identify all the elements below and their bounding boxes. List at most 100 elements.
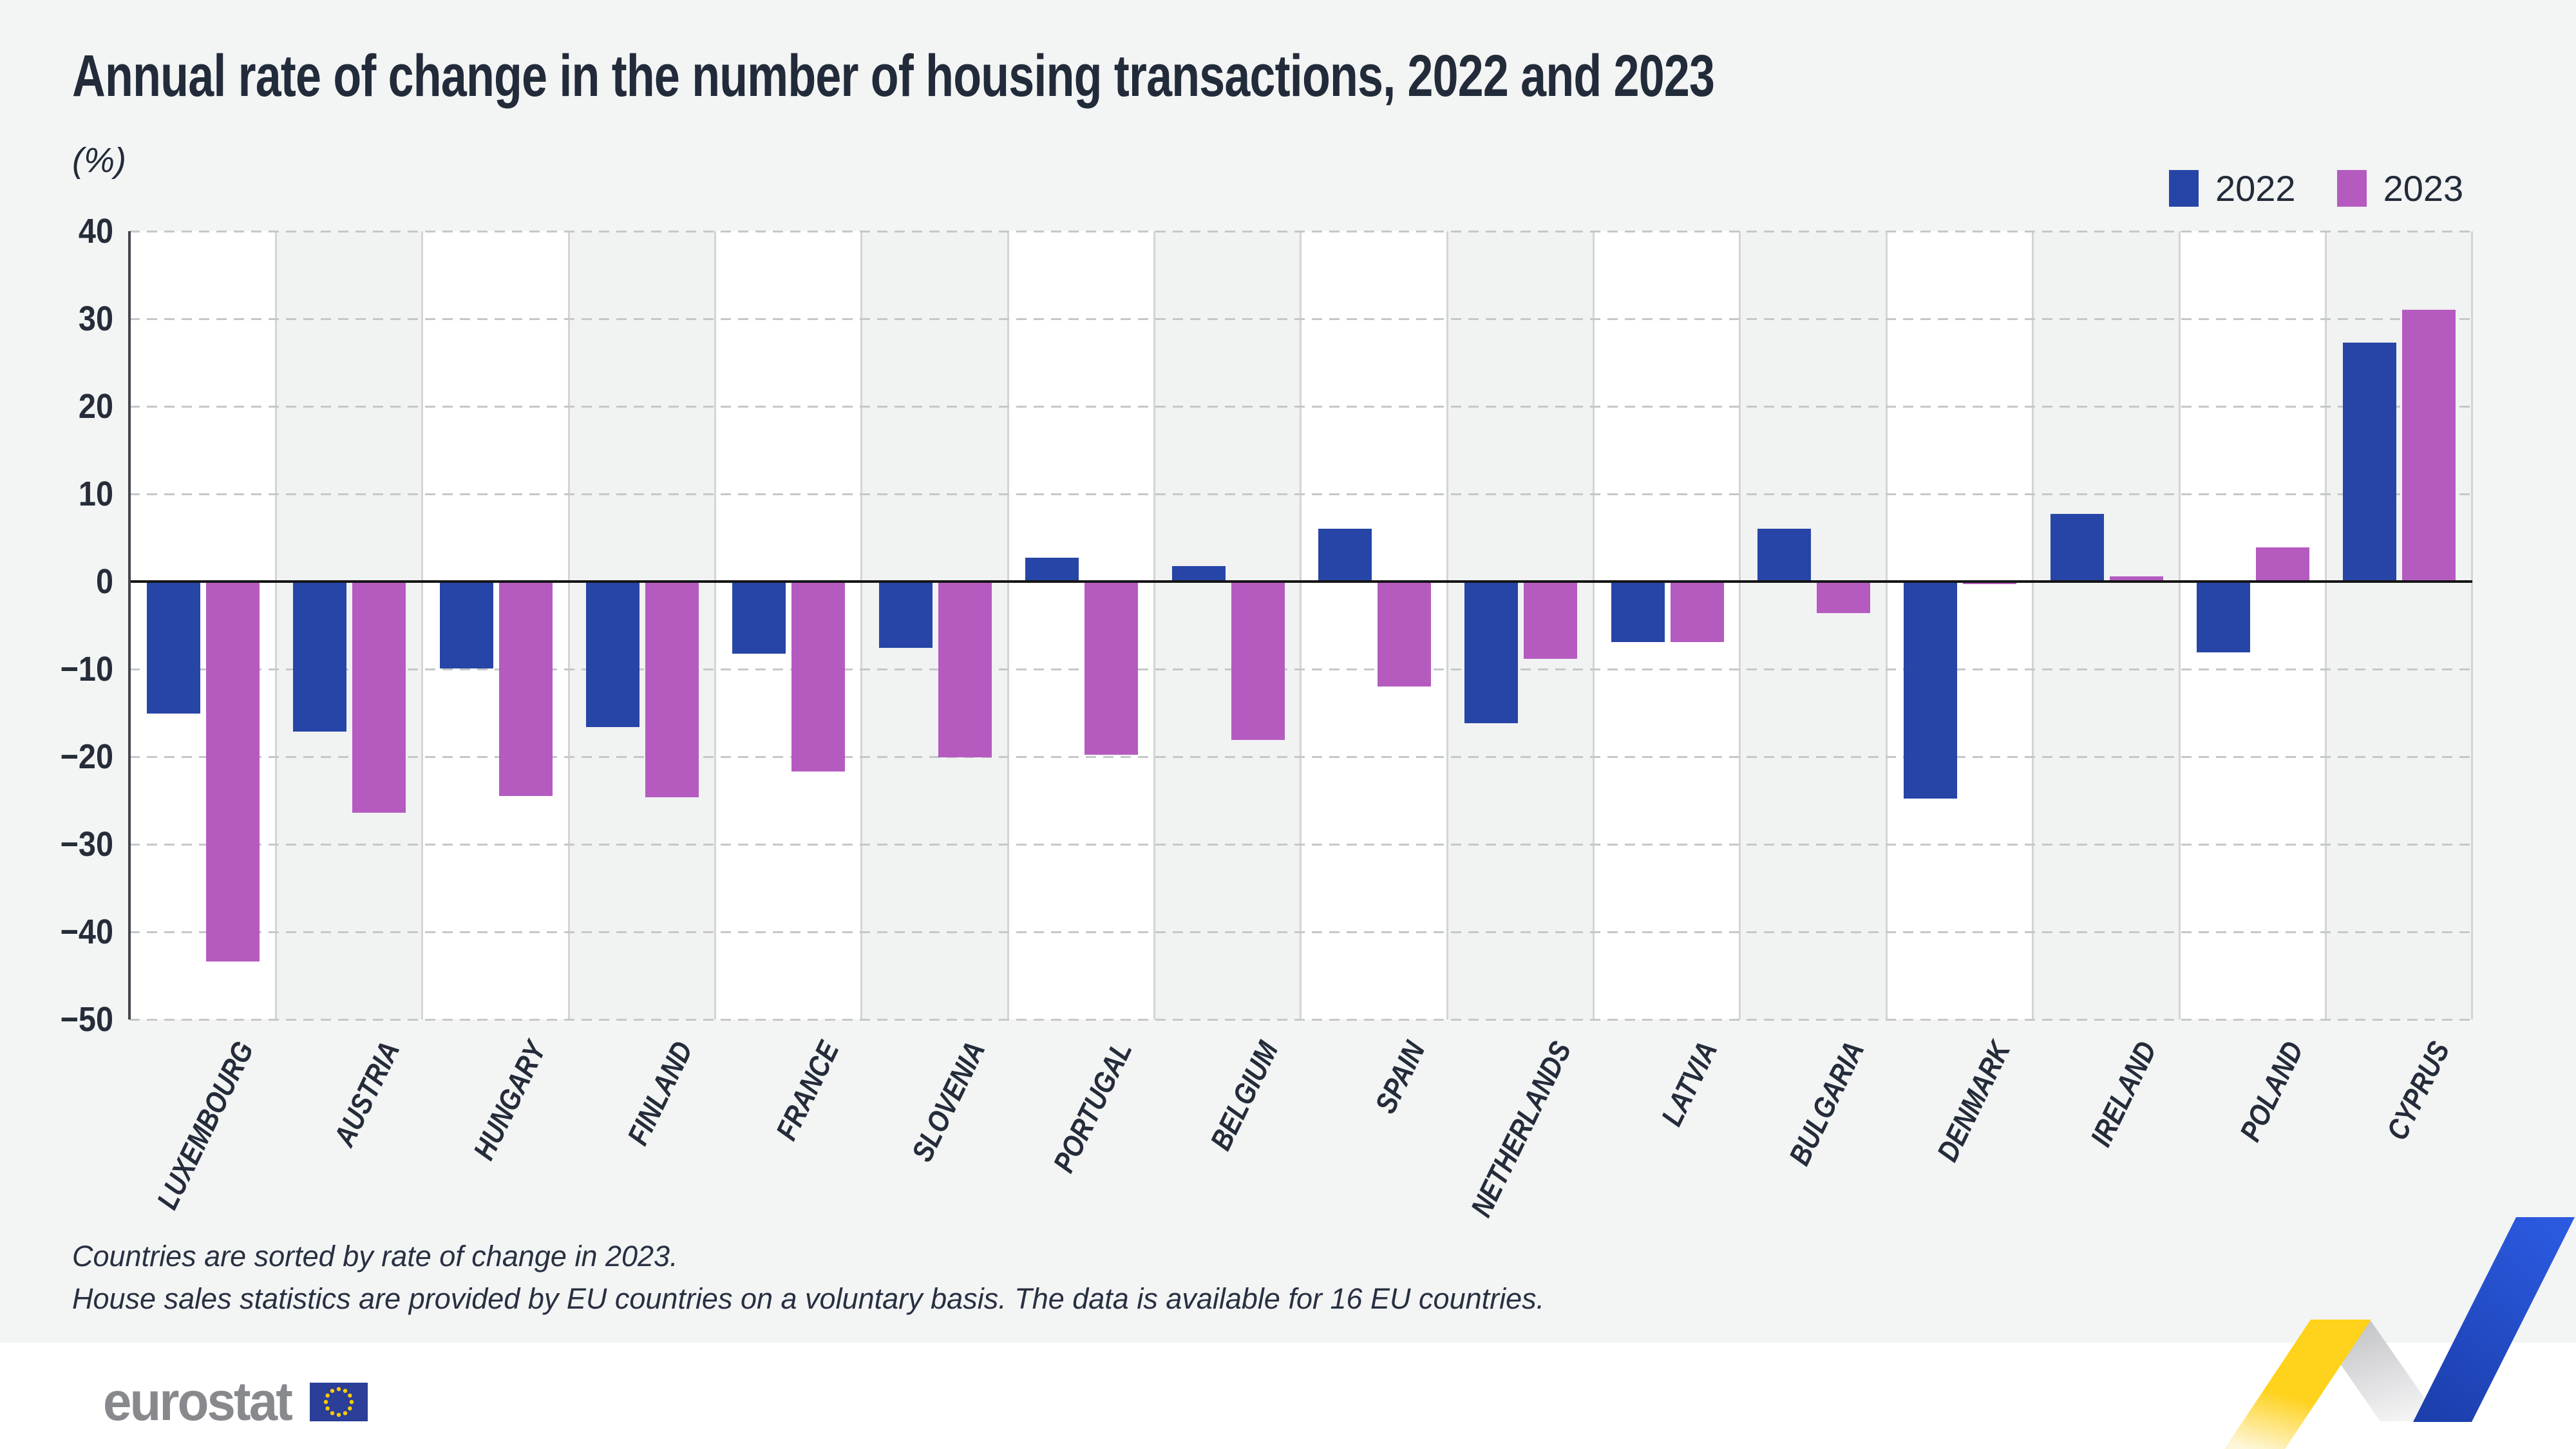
column-separator [1593,231,1595,1019]
eu-flag-star [337,1387,341,1391]
column-separator [567,231,570,1019]
column-separator [1446,231,1448,1019]
x-label-latvia: LATVIA [1654,1036,1724,1131]
column-separator [2324,231,2327,1019]
column-separator [1153,231,1156,1019]
eu-flag-star [324,1399,328,1404]
gridline-20 [129,405,2472,408]
column-separator [2471,231,2474,1019]
gridline-40 [129,230,2472,232]
column-separator [1739,231,1741,1019]
zero-baseline [129,580,2472,583]
footnote-line-2: House sales statistics are provided by E… [72,1282,1545,1315]
bar-2023-luxembourg [206,582,260,962]
bar-2023-austria [352,582,406,813]
bar-2023-cyprus [2402,310,2456,582]
bar-2023-hungary [498,582,553,797]
legend: 2022 2023 [2169,167,2463,209]
bar-2022-portugal [1025,558,1079,582]
eu-flag-star [330,1410,335,1416]
y-tick-label--10: −10 [60,650,113,688]
bar-2023-bulgaria [1816,582,1870,613]
y-axis-line [128,231,131,1019]
footnotes: Countries are sorted by rate of change i… [72,1235,1544,1320]
column-separator [714,231,716,1019]
column-stripe-ireland [2032,231,2180,1019]
bar-2023-spain [1377,582,1431,687]
eu-flag-star [330,1388,335,1393]
gridline--10 [129,668,2472,670]
bar-2023-france [791,582,846,772]
column-separator [274,231,277,1019]
x-label-ireland: IRELAND [2083,1036,2163,1151]
y-tick-label--40: −40 [60,913,113,951]
column-stripe-bulgaria [1739,231,1887,1019]
chart-unit-label: (%) [72,141,126,180]
y-tick-label-10: 10 [78,475,113,513]
zigzag-yellow-band [2224,1320,2371,1449]
column-separator [860,231,863,1019]
gridline--50 [129,1018,2472,1021]
bar-2022-netherlands [1464,582,1519,724]
eurostat-zigzag-graphic [2224,1217,2575,1449]
bar-2022-hungary [439,582,493,668]
legend-label-2022: 2022 [2215,168,2296,209]
gridline-30 [129,317,2472,320]
bar-2022-latvia [1611,582,1665,642]
bar-2023-slovenia [938,582,992,758]
bar-2023-portugal [1084,582,1139,755]
eu-flag-star [343,1410,348,1416]
bar-2023-ireland [2109,576,2163,582]
footer-white-strip [0,1343,2576,1449]
bar-2022-ireland [2050,514,2104,582]
y-tick-label-40: 40 [78,212,113,251]
x-label-bulgaria: BULGARIA [1781,1036,1871,1171]
zigzag-blue-band [2413,1217,2575,1422]
eu-flag-star [325,1393,330,1397]
eurostat-logo: eurostat [103,1370,368,1433]
bar-2023-belgium [1231,582,1285,741]
eu-flag-icon [310,1382,368,1421]
y-tick-label--50: −50 [60,1000,113,1039]
footnote-line-1: Countries are sorted by rate of change i… [72,1240,678,1273]
bar-chart-plot-area [128,230,2474,1021]
y-tick-label-0: 0 [95,562,113,601]
column-separator [1885,231,1888,1019]
eu-flag-star [348,1393,352,1397]
bar-2023-latvia [1670,582,1724,642]
bar-2022-denmark [1904,582,1958,799]
y-tick-label--30: −30 [60,825,113,864]
gridline--40 [129,931,2472,933]
bar-2022-bulgaria [1757,529,1811,582]
eu-flag-star [325,1406,330,1410]
y-tick-label-30: 30 [78,299,113,338]
bar-2022-cyprus [2343,342,2397,582]
bar-2022-slovenia [878,582,933,649]
chart-title: Annual rate of change in the number of h… [72,43,1715,109]
legend-swatch-2022 [2169,170,2199,207]
eurostat-logo-text: eurostat [103,1371,293,1432]
column-separator [421,231,424,1019]
bar-2023-netherlands [1524,582,1578,659]
column-separator [2032,231,2034,1019]
y-tick-label--20: −20 [60,737,113,776]
gridline--20 [129,755,2472,758]
eu-flag-star [343,1388,348,1393]
legend-swatch-2023 [2336,170,2367,207]
column-separator [1007,231,1009,1019]
column-separator [1300,231,1302,1019]
bar-2023-denmark [1963,582,2017,585]
bar-2022-belgium [1171,565,1226,582]
column-separator [2178,231,2181,1019]
gridline--30 [129,843,2472,846]
bar-2022-france [732,582,786,654]
eu-flag-star [350,1399,354,1404]
bar-2022-finland [586,582,640,727]
bar-2023-finland [645,582,699,797]
bar-2022-luxembourg [147,582,200,714]
bar-2022-austria [293,582,347,732]
bar-2022-spain [1318,529,1372,582]
legend-label-2023: 2023 [2383,168,2464,209]
x-label-denmark: DENMARK [1930,1036,2017,1167]
eu-flag-star [337,1412,341,1417]
